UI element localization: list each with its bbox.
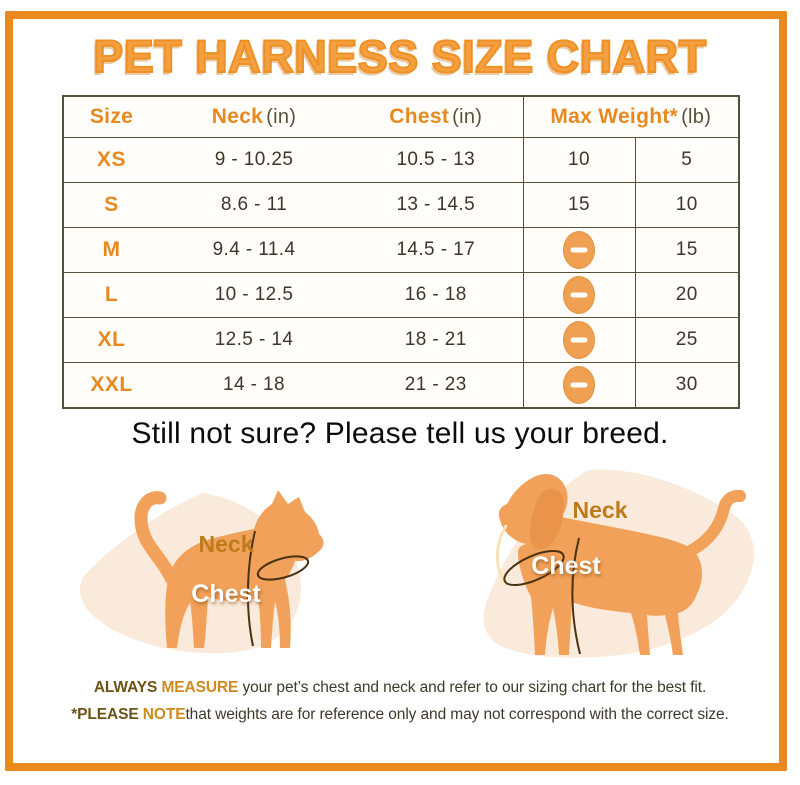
neck-cell: 9.4 - 11.4 — [159, 227, 349, 273]
decorative-border-frame — [5, 11, 787, 771]
size-chart-table: Size Neck (in) Chest (in) Max Weight* (lb) … — [62, 95, 741, 409]
max-weight-cell-2: 5 — [634, 137, 740, 183]
dog-harness-highlight-line — [495, 524, 508, 586]
max-weight-cell-2: 25 — [634, 317, 740, 363]
table-row-s: S 8.6 - 11 13 - 14.5 15 10 — [63, 182, 740, 228]
header-unit: (in) — [266, 106, 297, 128]
dog-measurement-diagram: Neck Chest — [483, 469, 754, 658]
measure-note-text: your pet’s chest and neck and refer to o… — [238, 679, 707, 696]
neck-cell: 14 - 18 — [159, 362, 349, 408]
chest-cell: 13 - 14.5 — [349, 182, 523, 228]
chest-cell: 14.5 - 17 — [349, 227, 523, 273]
weight-disclaimer-note: *PLEASE NOTEthat weights are for referen… — [0, 706, 800, 724]
max-weight-cell-1: 15 — [522, 182, 635, 228]
dog-neck-band-line — [503, 549, 565, 587]
max-weight-cell-1 — [522, 362, 635, 408]
size-cell: S — [63, 182, 159, 228]
col-header-neck: Neck (in) — [159, 96, 349, 138]
minus-not-available-icon — [563, 321, 595, 359]
disclaimer-text: that weights are for reference only and … — [185, 706, 729, 723]
disclaimer-emphasis-dark: *PLEASE — [71, 706, 143, 723]
measure-note-emphasis-dark: ALWAYS — [93, 679, 162, 696]
size-cell: XXL — [63, 362, 159, 408]
col-header-chest: Chest (in) — [349, 96, 523, 138]
max-weight-cell-1 — [522, 317, 635, 363]
neck-cell: 12.5 - 14 — [159, 317, 349, 363]
table-row-xs: XS 9 - 10.25 10.5 - 13 10 5 — [63, 137, 740, 183]
measure-note: ALWAYS MEASURE your pet’s chest and neck… — [0, 679, 800, 697]
neck-cell: 8.6 - 11 — [159, 182, 349, 228]
cat-silhouette — [165, 490, 324, 648]
col-header-size: Size — [63, 96, 159, 138]
cat-neck-band-line — [256, 555, 310, 581]
col-header-max-weight: Max Weight* (lb) — [522, 96, 740, 138]
header-unit: (lb) — [681, 106, 712, 128]
neck-cell: 9 - 10.25 — [159, 137, 349, 183]
max-weight-cell-1 — [522, 272, 635, 318]
max-weight-cell-2: 20 — [634, 272, 740, 318]
cat-measurement-diagram: Neck Chest — [80, 490, 324, 654]
table-row-m: M 9.4 - 11.4 14.5 - 17 15 — [63, 227, 740, 273]
page-title: PET HARNESS SIZE CHART — [92, 30, 707, 83]
minus-not-available-icon — [563, 276, 595, 314]
header-unit: (in) — [452, 106, 483, 128]
measure-note-emphasis-orange: MEASURE — [161, 679, 239, 696]
table-row-xl: XL 12.5 - 14 18 - 21 25 — [63, 317, 740, 363]
chest-cell: 16 - 18 — [349, 272, 523, 318]
header-label: Neck — [211, 105, 264, 128]
dog-ear — [529, 488, 564, 550]
cat-chest-label: Chest — [191, 580, 261, 608]
size-cell: M — [63, 227, 159, 273]
cat-chest-band-line — [246, 530, 256, 647]
cat-neck-label: Neck — [199, 531, 254, 557]
disclaimer-emphasis-orange: NOTE — [142, 706, 186, 723]
size-cell: L — [63, 272, 159, 318]
max-weight-cell-2: 10 — [634, 182, 740, 228]
header-label: Max Weight* — [550, 105, 679, 128]
max-weight-cell-2: 15 — [634, 227, 740, 273]
subtitle-text: Still not sure? Please tell us your bree… — [131, 417, 669, 450]
chest-cell: 10.5 - 13 — [349, 137, 523, 183]
dog-neck-label: Neck — [573, 497, 628, 523]
max-weight-cell-1: 10 — [522, 137, 635, 183]
size-cell: XS — [63, 137, 159, 183]
neck-cell: 10 - 12.5 — [159, 272, 349, 318]
table-row-xxl: XXL 14 - 18 21 - 23 30 — [63, 362, 740, 408]
dog-chest-band-line — [571, 537, 581, 655]
minus-not-available-icon — [563, 231, 595, 269]
table-header-row: Size Neck (in) Chest (in) Max Weight* (lb) — [63, 96, 740, 138]
cat-tail — [134, 491, 178, 585]
dog-tail — [686, 489, 746, 556]
size-cell: XL — [63, 317, 159, 363]
chest-cell: 18 - 21 — [349, 317, 523, 363]
max-weight-cell-2: 30 — [634, 362, 740, 408]
dog-chest-label: Chest — [531, 552, 601, 580]
header-label: Size — [89, 105, 134, 128]
table-row-l: L 10 - 12.5 16 - 18 20 — [63, 272, 740, 318]
header-label: Chest — [389, 105, 450, 128]
minus-not-available-icon — [563, 366, 595, 404]
chest-cell: 21 - 23 — [349, 362, 523, 408]
max-weight-cell-1 — [522, 227, 635, 273]
